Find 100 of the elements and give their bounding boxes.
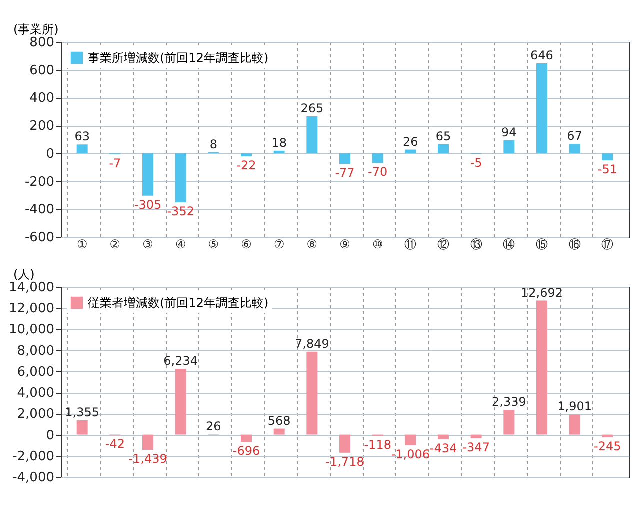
y-tick-label: 2,000 [17, 407, 54, 422]
y-axis-title: (事業所) [14, 22, 59, 36]
data-label: -305 [134, 198, 162, 212]
data-label: 7,849 [294, 336, 330, 351]
data-label: -70 [368, 165, 388, 180]
bar [274, 150, 285, 154]
bar [438, 144, 449, 154]
bar [306, 116, 318, 154]
bar [241, 153, 252, 156]
bar [175, 153, 186, 202]
data-label: -1,006 [391, 447, 430, 462]
data-label: -77 [335, 166, 355, 180]
y-tick-label: -4,000 [12, 470, 54, 486]
data-label: -434 [430, 441, 458, 456]
bar [569, 144, 580, 154]
data-label: 265 [300, 102, 324, 116]
bar [504, 410, 515, 435]
x-tick-label: ④ [175, 238, 186, 252]
x-tick-label: ⑯ [568, 238, 581, 252]
data-label: 26 [206, 420, 222, 434]
y-tick-label: 8,000 [17, 344, 54, 359]
data-label: 18 [272, 136, 287, 150]
y-tick-label: 200 [30, 119, 54, 134]
x-tick-label: ② [110, 238, 121, 252]
data-label: -22 [236, 158, 256, 172]
bar [76, 144, 88, 154]
data-label: 8 [210, 137, 218, 152]
x-tick-label: ⑰ [602, 238, 614, 252]
data-label: 1,355 [65, 405, 100, 420]
data-label: -347 [462, 440, 490, 454]
x-tick-label: ⑥ [241, 238, 252, 252]
data-label: 2,339 [492, 395, 526, 410]
bar [175, 368, 186, 435]
bar [536, 63, 548, 154]
x-tick-label: ⑩ [372, 238, 384, 252]
bar [470, 434, 482, 438]
legend-label: 事業所増減数(前回12年調査比較) [88, 51, 269, 65]
data-label: 1,901 [558, 400, 592, 414]
data-label: 63 [74, 130, 90, 144]
y-tick-label: 600 [30, 63, 54, 78]
data-label: 65 [436, 129, 452, 144]
data-label: -1,718 [326, 454, 364, 469]
data-label: 67 [567, 129, 582, 144]
bar [142, 153, 154, 196]
bar [405, 150, 416, 154]
x-tick-label: ⑤ [208, 238, 220, 252]
x-tick-label: ⑦ [274, 238, 285, 252]
data-label: -5 [470, 156, 482, 170]
bar [438, 434, 449, 440]
x-tick-label: ① [76, 238, 88, 252]
y-tick-label: 6,000 [17, 364, 54, 380]
bar [569, 414, 580, 435]
bar [340, 434, 350, 453]
data-label: 646 [530, 48, 554, 62]
x-tick-label: ⑮ [536, 238, 548, 252]
legend-label: 従業者増減数(前回12年調査比較) [88, 296, 269, 310]
y-tick-label: -2,000 [12, 449, 54, 464]
y-tick-label: 400 [30, 91, 54, 106]
x-tick-label: ⑫ [437, 238, 450, 252]
y-tick-label: 800 [30, 36, 54, 50]
data-label: -7 [109, 156, 122, 170]
data-label: -696 [232, 444, 260, 458]
x-tick-label: ⑧ [306, 238, 318, 252]
bar [142, 434, 154, 450]
data-label: 94 [502, 125, 517, 140]
data-label: 568 [268, 414, 291, 428]
data-label: -245 [594, 439, 622, 454]
x-tick-label: ⑪ [404, 238, 417, 252]
y-tick-label: 10,000 [9, 322, 54, 338]
y-tick-label: 4,000 [17, 386, 54, 402]
bar [274, 428, 285, 435]
y-tick-label: -200 [24, 174, 54, 190]
bar [306, 352, 318, 435]
bar [340, 153, 350, 164]
y-tick-label: 0 [46, 146, 54, 162]
y-tick-label: 0 [46, 428, 54, 444]
y-axis-title: (人) [14, 268, 35, 282]
bar [372, 153, 384, 164]
x-tick-label: ③ [142, 238, 154, 252]
x-tick-label: ⑬ [470, 238, 482, 252]
y-tick-label: 14,000 [9, 280, 54, 296]
y-tick-label: 12,000 [9, 302, 54, 317]
x-tick-label: ⑭ [503, 238, 516, 252]
bar [602, 153, 614, 161]
data-label: -118 [364, 438, 392, 452]
y-tick-label: -400 [24, 202, 54, 218]
data-label: -1,439 [128, 452, 168, 466]
data-label: 12,692 [520, 286, 563, 300]
x-tick-label: ⑨ [340, 238, 350, 252]
bar [504, 140, 515, 154]
bar [76, 420, 88, 435]
data-label: 26 [403, 134, 418, 149]
bar [405, 434, 416, 446]
data-label: -42 [105, 437, 125, 452]
data-label: 6,234 [164, 354, 198, 368]
data-label: -352 [167, 204, 194, 218]
bar [602, 434, 614, 438]
bar [536, 300, 548, 435]
data-label: -51 [598, 162, 618, 177]
y-tick-label: -600 [24, 230, 54, 246]
